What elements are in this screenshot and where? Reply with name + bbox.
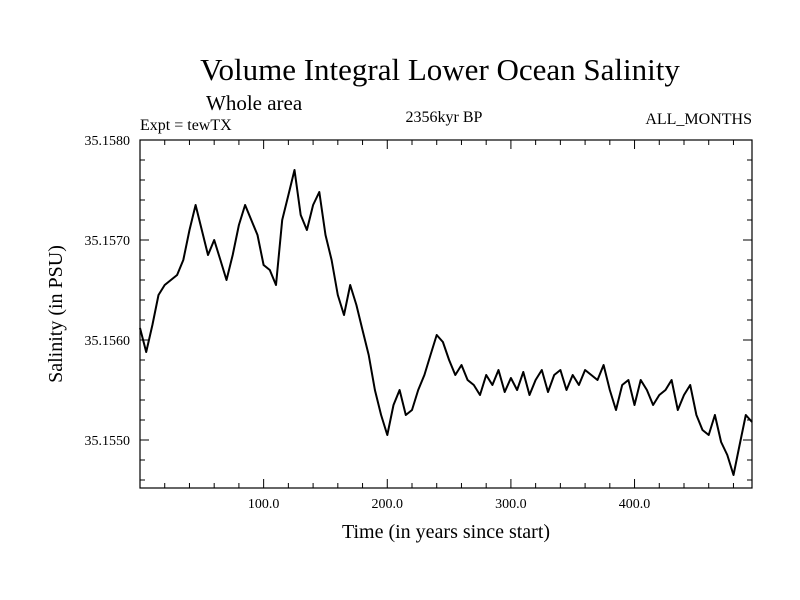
y-tick-label: 35.1580 [85,134,131,149]
tick-label-group: 100.0 200.0 300.0 400.0 35.1550 35.1560 35.157… [85,134,651,512]
x-tick-label: 200.0 [372,497,404,512]
x-tick-label: 100.0 [248,497,280,512]
y-tick-label: 35.1570 [85,234,131,249]
x-axis-label: Time (in years since start) [342,521,550,543]
period-label: 2356kyr BP [406,109,483,126]
chart-title: Volume Integral Lower Ocean Salinity [200,52,680,87]
experiment-label: Expt = tewTX [140,117,232,134]
y-tick-label: 35.1560 [85,334,131,349]
y-axis-label: Salinity (in PSU) [45,245,67,383]
x-tick-label: 400.0 [619,497,651,512]
x-tick-label: 300.0 [495,497,527,512]
months-label: ALL_MONTHS [645,111,752,128]
plot-frame [139,139,753,489]
chart-subtitle: Whole area [206,91,303,115]
salinity-series-line [139,169,753,476]
y-tick-label: 35.1550 [85,434,131,449]
tick-group [140,139,752,488]
